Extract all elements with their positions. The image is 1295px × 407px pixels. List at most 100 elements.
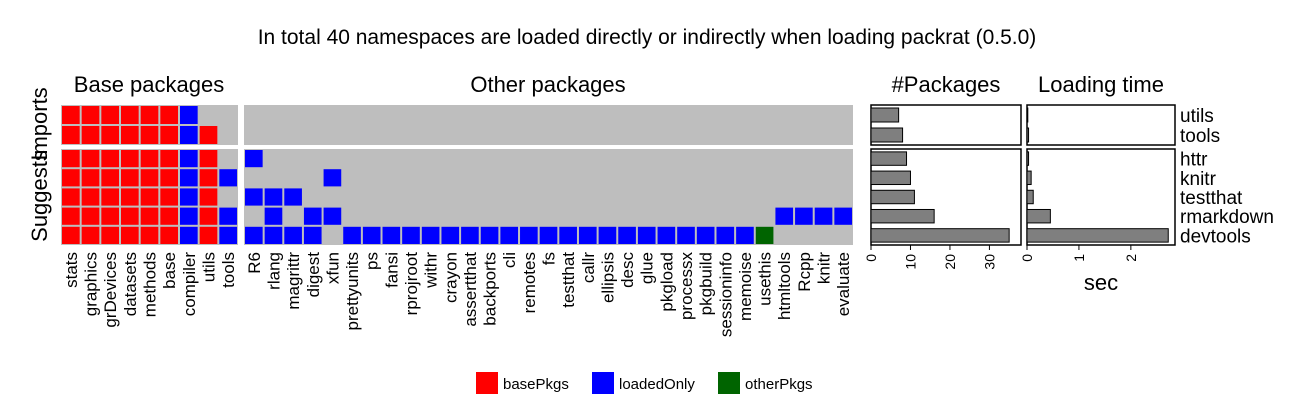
other-cell bbox=[599, 126, 617, 144]
other-cell bbox=[284, 150, 302, 167]
other-cell bbox=[441, 188, 459, 205]
other-cell bbox=[402, 188, 420, 205]
other-tick-label: ellipsis bbox=[598, 252, 617, 303]
chart-marks: stats graphics grDevices datasets methods bas… bbox=[61, 105, 1274, 394]
other-cell bbox=[520, 106, 538, 124]
other-cell bbox=[677, 150, 695, 167]
other-cell bbox=[834, 227, 852, 244]
base-cell bbox=[121, 188, 139, 205]
other-cell bbox=[363, 126, 381, 144]
base-cell bbox=[219, 169, 237, 186]
other-cell bbox=[304, 106, 322, 124]
base-cell bbox=[101, 126, 119, 144]
other-cell bbox=[677, 126, 695, 144]
other-cell bbox=[697, 126, 715, 144]
other-cell bbox=[520, 126, 538, 144]
other-tick-label: digest bbox=[304, 252, 323, 298]
legend-label-basePkgs: basePkgs bbox=[503, 376, 569, 393]
other-cell bbox=[579, 150, 597, 167]
other-cell bbox=[677, 169, 695, 186]
other-tick-label: testthat bbox=[559, 252, 578, 308]
other-cell bbox=[343, 106, 361, 124]
other-cell bbox=[618, 169, 636, 186]
other-tick-label: pkgload bbox=[657, 252, 676, 312]
base-cell bbox=[200, 227, 218, 244]
other-cell bbox=[775, 188, 793, 205]
other-cell bbox=[441, 126, 459, 144]
row-label-testthat: testthat bbox=[1180, 188, 1243, 209]
legend-label-otherPkgs: otherPkgs bbox=[745, 376, 813, 393]
other-cell bbox=[599, 208, 617, 225]
other-cell bbox=[677, 106, 695, 124]
base-cell bbox=[62, 169, 80, 186]
npackages-tick-label: 10 bbox=[902, 254, 918, 270]
other-cell bbox=[461, 227, 479, 244]
base-cell bbox=[180, 169, 198, 186]
base-cell bbox=[62, 126, 80, 144]
other-cell bbox=[265, 227, 283, 244]
other-cell bbox=[441, 169, 459, 186]
other-cell bbox=[540, 208, 558, 225]
other-cell bbox=[834, 208, 852, 225]
other-cell bbox=[383, 188, 401, 205]
other-cell bbox=[245, 169, 263, 186]
other-cell bbox=[559, 208, 577, 225]
other-cell bbox=[795, 169, 813, 186]
other-cell bbox=[265, 150, 283, 167]
other-cell bbox=[265, 208, 283, 225]
other-cell bbox=[815, 126, 833, 144]
base-cell bbox=[160, 126, 178, 144]
base-cell bbox=[141, 169, 159, 186]
other-cell bbox=[540, 106, 558, 124]
other-cell bbox=[736, 150, 754, 167]
npackages-bar bbox=[871, 209, 934, 222]
other-tick-label: callr bbox=[579, 252, 598, 284]
other-cell bbox=[815, 150, 833, 167]
loadingtime-bar bbox=[1027, 108, 1028, 122]
other-cell bbox=[284, 208, 302, 225]
base-cell bbox=[160, 169, 178, 186]
other-cell bbox=[284, 188, 302, 205]
base-cell bbox=[180, 106, 198, 124]
base-cell bbox=[141, 208, 159, 225]
other-cell bbox=[363, 188, 381, 205]
other-cell bbox=[500, 150, 518, 167]
base-cell bbox=[200, 188, 218, 205]
base-cell bbox=[200, 169, 218, 186]
base-cell bbox=[62, 208, 80, 225]
other-tick-label: cli bbox=[500, 252, 519, 268]
panel-title-other: Other packages bbox=[470, 72, 625, 97]
other-cell bbox=[815, 106, 833, 124]
other-cell bbox=[697, 188, 715, 205]
other-cell bbox=[383, 169, 401, 186]
other-cell bbox=[402, 169, 420, 186]
base-tick-label: tools bbox=[219, 252, 238, 288]
loadingtime-bar bbox=[1027, 190, 1033, 203]
other-tick-label: withr bbox=[422, 252, 441, 289]
other-cell bbox=[481, 106, 499, 124]
legend-swatch-basePkgs bbox=[476, 372, 498, 394]
other-tick-label: pkgbuild bbox=[697, 252, 716, 315]
other-cell bbox=[540, 227, 558, 244]
other-tick-label: assertthat bbox=[461, 252, 480, 327]
base-cell bbox=[121, 169, 139, 186]
other-cell bbox=[265, 126, 283, 144]
other-cell bbox=[284, 106, 302, 124]
other-cell bbox=[795, 106, 813, 124]
other-cell bbox=[540, 150, 558, 167]
other-cell bbox=[618, 126, 636, 144]
base-cell bbox=[180, 126, 198, 144]
other-cell bbox=[815, 188, 833, 205]
other-cell bbox=[363, 150, 381, 167]
other-cell bbox=[677, 227, 695, 244]
base-tick-label: utils bbox=[200, 252, 219, 282]
other-cell bbox=[481, 227, 499, 244]
other-tick-label: htmltools bbox=[775, 252, 794, 320]
base-cell bbox=[121, 227, 139, 244]
row-label-rmarkdown: rmarkdown bbox=[1180, 207, 1274, 228]
other-cell bbox=[343, 150, 361, 167]
base-cell bbox=[180, 188, 198, 205]
other-cell bbox=[540, 188, 558, 205]
other-cell bbox=[815, 169, 833, 186]
base-cell bbox=[160, 150, 178, 167]
